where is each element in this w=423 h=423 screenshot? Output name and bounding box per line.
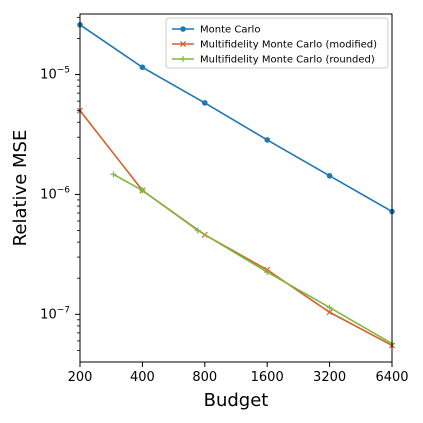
series-line-3 bbox=[113, 173, 393, 345]
data-point bbox=[264, 269, 271, 276]
legend-marker bbox=[180, 56, 186, 62]
series-line-2 bbox=[79, 110, 393, 347]
legend-label: Monte Carlo bbox=[200, 25, 260, 36]
legend-marker bbox=[180, 26, 186, 32]
data-point bbox=[139, 64, 146, 71]
data-point bbox=[326, 304, 333, 311]
x-axis: 200 400 800 1600 3200 6400 bbox=[68, 362, 409, 385]
x-tick-label: 400 bbox=[130, 370, 155, 385]
data-point bbox=[326, 173, 333, 179]
y-tick-label: 10−6 bbox=[40, 185, 70, 202]
x-tick-label: 3200 bbox=[313, 370, 346, 385]
data-point bbox=[326, 309, 333, 316]
y-tick-label: 10−7 bbox=[40, 305, 70, 322]
plot-frame bbox=[79, 13, 393, 363]
series-line-1 bbox=[79, 24, 393, 213]
plot-background bbox=[80, 14, 392, 362]
x-tick-label: 1600 bbox=[251, 370, 284, 385]
data-point bbox=[110, 171, 117, 178]
y-axis: 10−5 10−6 10−7 bbox=[40, 16, 80, 351]
legend-label: Multifidelity Monte Carlo (modified) bbox=[200, 40, 377, 51]
data-point bbox=[139, 187, 146, 194]
x-tick-label: 800 bbox=[192, 370, 217, 385]
y-tick-label: 10−5 bbox=[40, 66, 70, 83]
x-axis-label: Budget bbox=[204, 390, 269, 411]
data-point bbox=[202, 100, 208, 106]
legend-label: Multifidelity Monte Carlo (rounded) bbox=[200, 55, 375, 66]
x-tick-label: 200 bbox=[68, 370, 93, 385]
legend-marker bbox=[179, 40, 187, 48]
x-tick-label: 6400 bbox=[375, 370, 408, 385]
legend: Monte Carlo Multifidelity Monte Carlo (mo… bbox=[165, 17, 389, 69]
y-axis-label: Relative MSE bbox=[10, 130, 31, 247]
data-point bbox=[194, 227, 201, 234]
legend-box bbox=[165, 17, 389, 69]
data-point bbox=[264, 137, 271, 143]
